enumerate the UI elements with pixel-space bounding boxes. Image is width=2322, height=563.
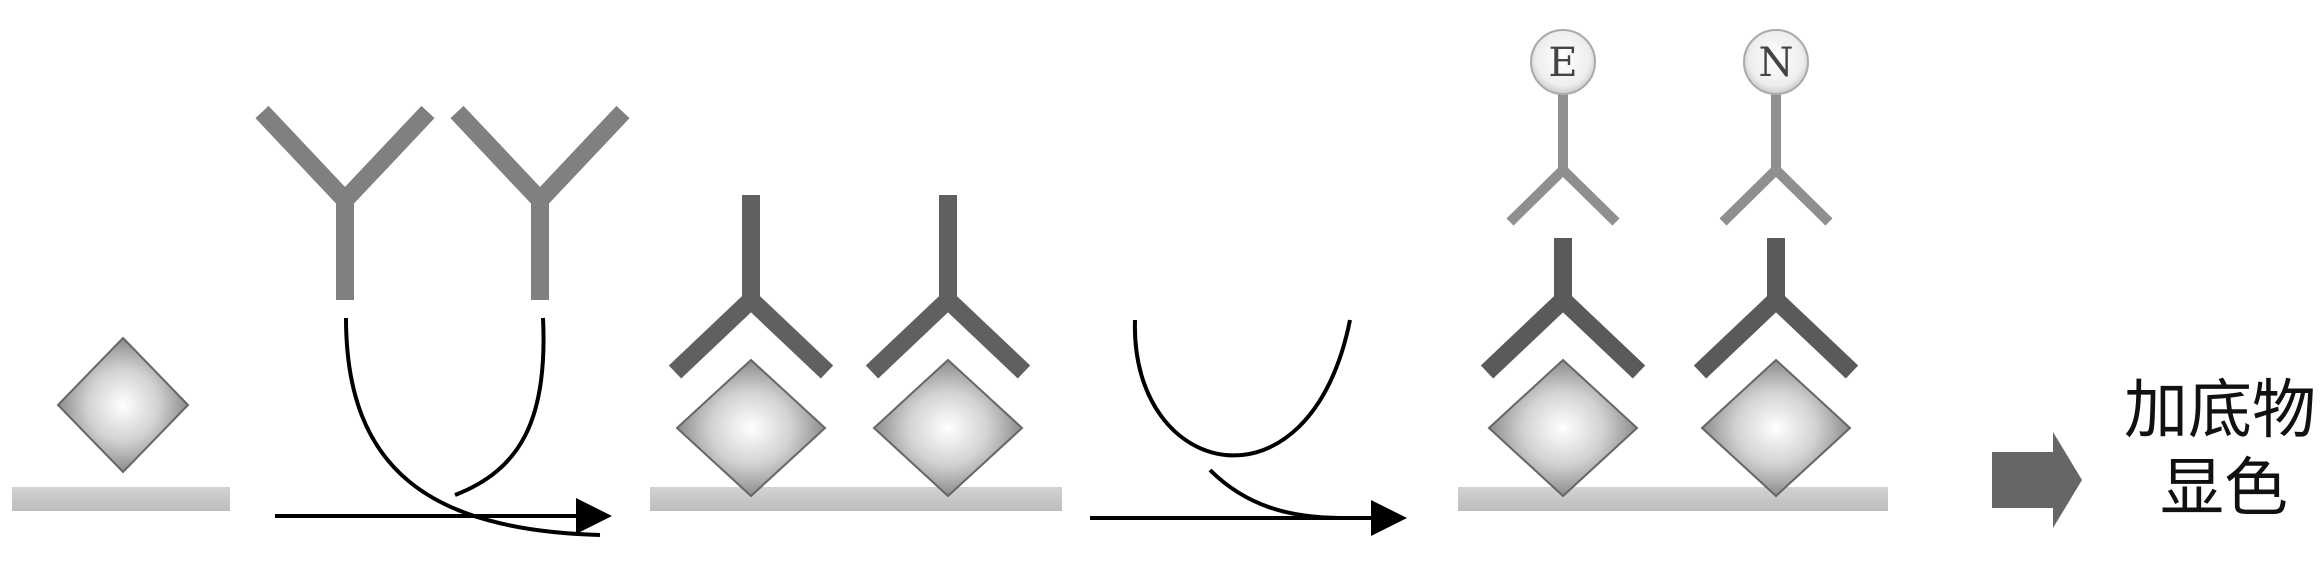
primary-antibodies-free	[255, 105, 630, 300]
labeled-complex-2: N	[1693, 29, 1859, 498]
secondary-antibody-n	[1719, 92, 1833, 226]
antibody-3a	[1480, 238, 1646, 379]
result-label-line-2: 显色	[2160, 452, 2288, 526]
enzyme-label-n: N	[1759, 40, 1794, 86]
solid-surface-1	[12, 487, 230, 511]
antibody-2b	[865, 195, 1031, 379]
free-antibody-1	[255, 105, 435, 300]
secondary-antibody-e	[1506, 92, 1620, 226]
curve-from-antibody-2	[454, 317, 546, 497]
binding-arrow-1	[275, 317, 612, 537]
curve-from-antibody-1	[344, 317, 601, 537]
antibody-3b	[1693, 238, 1859, 379]
stage-1-antigen-coated	[12, 336, 230, 511]
solid-surface-3	[1458, 487, 1888, 511]
antigen-1	[56, 336, 190, 474]
enzyme-badge-n: N	[1743, 29, 1809, 95]
result-arrow-shape	[1992, 432, 2082, 528]
antigen-2b	[872, 358, 1024, 498]
binding-arrow-2	[1090, 319, 1407, 536]
result-arrow	[1992, 432, 2082, 528]
enzyme-label-e: E	[1548, 40, 1577, 86]
solid-surface-2	[650, 487, 1062, 511]
antigen-3b	[1700, 358, 1852, 498]
arrow-head-1	[576, 498, 612, 534]
free-antibody-2	[450, 105, 630, 300]
labeled-complex-1: E	[1480, 29, 1646, 498]
result-label-line-1: 加底物	[2124, 374, 2316, 448]
arrow-head-2	[1371, 500, 1407, 536]
bound-complex-2	[865, 195, 1031, 498]
stage-3-enzyme-labeled: E N	[1458, 29, 1888, 511]
antigen-2a	[675, 358, 827, 498]
antibody-2a	[668, 195, 834, 379]
antigen-3a	[1487, 358, 1639, 498]
stage-2-antibody-bound	[650, 195, 1062, 511]
u-curve-2	[1132, 319, 1352, 458]
u-curve-2-tail	[1208, 468, 1361, 521]
bound-complex-1	[668, 195, 834, 498]
enzyme-badge-e: E	[1530, 29, 1596, 95]
result-label: 加底物 显色	[2124, 374, 2316, 526]
